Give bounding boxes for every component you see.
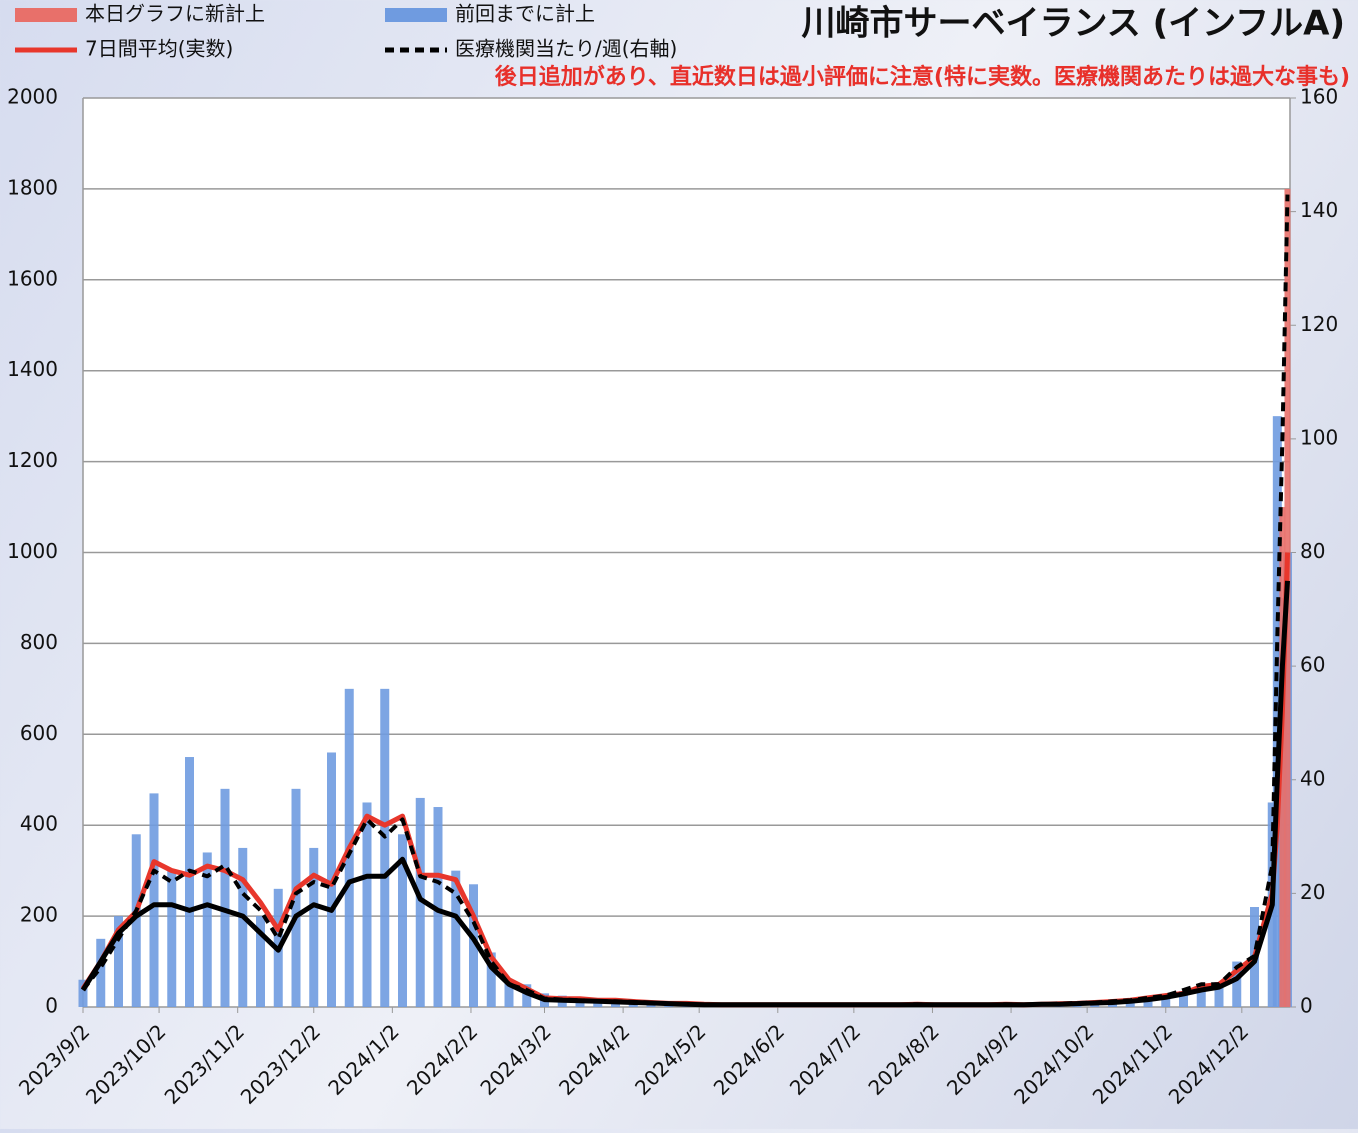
bar xyxy=(1214,982,1224,1007)
x-tick-label: 2024/12/2 xyxy=(1164,1019,1253,1108)
bar xyxy=(522,984,532,1007)
bar xyxy=(486,952,496,1007)
bar xyxy=(451,870,461,1007)
legend-label: 前回までに計上 xyxy=(455,2,595,26)
x-tick-label: 2024/8/2 xyxy=(863,1019,943,1099)
legend-label: 7日間平均(実数) xyxy=(85,37,233,61)
x-tick-label: 2023/11/2 xyxy=(160,1019,249,1108)
bar xyxy=(1272,416,1282,1007)
bar xyxy=(256,916,265,1007)
bar xyxy=(1161,994,1171,1007)
y-tick-label: 800 xyxy=(20,630,58,654)
x-tick-label: 2023/10/2 xyxy=(81,1019,170,1108)
y2-tick-label: 120 xyxy=(1300,312,1338,336)
bar xyxy=(362,802,372,1007)
bar xyxy=(220,788,230,1007)
bar xyxy=(167,870,177,1007)
x-tick-label: 2024/2/2 xyxy=(402,1019,482,1099)
y2-tick-label: 80 xyxy=(1300,539,1325,563)
y2-tick-label: 140 xyxy=(1300,198,1338,222)
chart-title: 川崎市サーベイランス (インフルA) xyxy=(801,4,1345,44)
bar xyxy=(291,788,301,1007)
y-tick-label: 1400 xyxy=(7,357,58,381)
x-tick-label: 2024/6/2 xyxy=(709,1019,789,1099)
x-tick-label: 2024/10/2 xyxy=(1009,1019,1098,1108)
dashed-line xyxy=(81,194,1290,1007)
x-tick-label: 2023/12/2 xyxy=(236,1019,325,1108)
y2-tick-label: 100 xyxy=(1300,425,1338,449)
y-tick-label: 0 xyxy=(45,994,58,1018)
bar xyxy=(185,757,194,1007)
x-tick-label: 2024/1/2 xyxy=(323,1019,403,1099)
bar xyxy=(398,834,407,1007)
y-tick-label: 1200 xyxy=(7,448,58,472)
x-tick-label: 2024/11/2 xyxy=(1088,1019,1177,1108)
chart-subtitle: 後日追加があり、直近数日は過小評価に注意(特に実数。医療機関あたりは過大な事も) xyxy=(495,64,1350,90)
y2-tick-label: 60 xyxy=(1300,653,1325,677)
bar xyxy=(131,834,141,1007)
y2-tick-label: 0 xyxy=(1300,994,1313,1018)
bar xyxy=(469,884,478,1007)
legend-swatch xyxy=(15,8,77,22)
x-tick-label: 2024/9/2 xyxy=(942,1019,1022,1099)
bar xyxy=(415,797,425,1007)
bar xyxy=(1179,991,1188,1007)
bar xyxy=(309,847,319,1007)
bar xyxy=(78,979,88,1007)
bar xyxy=(149,793,159,1007)
x-tick-label: 2024/4/2 xyxy=(554,1019,634,1099)
legend-label: 医療機関当たり/週(右軸) xyxy=(455,37,677,61)
bar xyxy=(380,688,390,1007)
x-tick-label: 2024/7/2 xyxy=(785,1019,865,1099)
y-tick-label: 2000 xyxy=(7,85,58,109)
y-tick-label: 1800 xyxy=(7,175,58,199)
bar xyxy=(238,847,248,1007)
x-tick-label: 2024/3/2 xyxy=(475,1019,555,1099)
y-tick-label: 200 xyxy=(20,903,58,927)
legend-swatch xyxy=(385,8,447,22)
legend-label: 本日グラフに新計上 xyxy=(85,2,265,26)
y-tick-label: 600 xyxy=(20,721,58,745)
bar xyxy=(433,807,443,1007)
y-tick-label: 1000 xyxy=(7,539,58,563)
x-tick-label: 2024/5/2 xyxy=(630,1019,710,1099)
bar xyxy=(114,916,123,1007)
y2-tick-label: 20 xyxy=(1300,880,1325,904)
y2-tick-label: 40 xyxy=(1300,766,1325,790)
y-tick-label: 400 xyxy=(20,812,58,836)
x-tick-label: 2023/9/2 xyxy=(14,1019,94,1099)
bar xyxy=(1232,961,1242,1007)
bar xyxy=(202,852,212,1007)
bar xyxy=(1196,984,1206,1007)
bar xyxy=(504,979,514,1007)
y2-tick-label: 160 xyxy=(1300,85,1338,109)
y-tick-label: 1600 xyxy=(7,266,58,290)
bar xyxy=(96,938,106,1007)
